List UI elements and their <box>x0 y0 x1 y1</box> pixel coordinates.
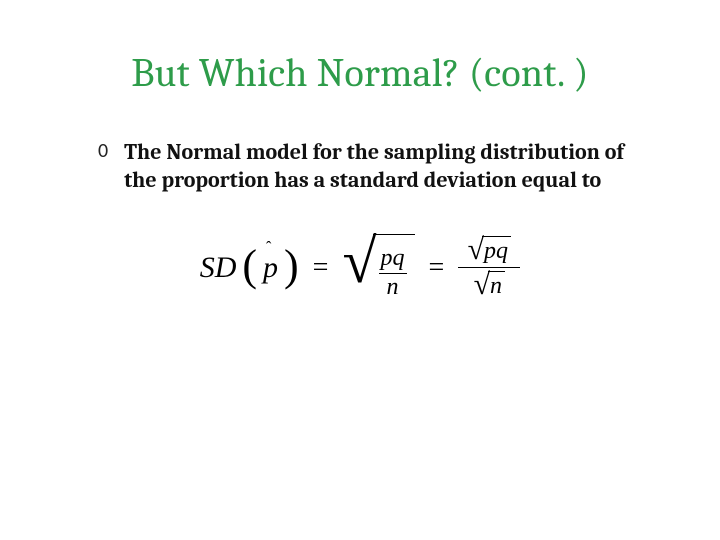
sqrt-n: √ n <box>474 271 505 300</box>
open-paren-icon: ( <box>242 248 257 283</box>
equals-sign-2: = <box>429 252 445 284</box>
radicand: pq n <box>373 234 415 301</box>
radical-icon: √ <box>468 238 484 267</box>
sd-label: SD <box>200 251 237 285</box>
hat-icon: ˆ <box>266 239 271 257</box>
sqrt-pq: √ pq <box>468 236 511 265</box>
sd-formula: SD ( ˆ p ) = √ pq n = <box>200 234 521 301</box>
bullet-item: 0 The Normal model for the sampling dist… <box>70 138 650 194</box>
close-paren-icon: ) <box>284 248 299 283</box>
radicand-pq: pq <box>482 236 511 265</box>
bullet-marker: 0 <box>98 138 108 164</box>
denominator-n: n <box>379 273 407 300</box>
denominator-sqrt-n: √ n <box>458 267 520 300</box>
radical-icon: √ <box>342 240 376 307</box>
equals-sign: = <box>313 252 329 284</box>
fraction-sqrtpq-sqrtn: √ pq √ n <box>458 236 520 300</box>
slide: But Which Normal? (cont. ) 0 The Normal … <box>0 0 720 540</box>
numerator-sqrt-pq: √ pq <box>468 236 511 267</box>
radicand-n: n <box>488 271 505 300</box>
p-hat-symbol: ˆ p <box>263 251 278 285</box>
bullet-text: The Normal model for the sampling distri… <box>124 138 630 194</box>
sqrt-pq-over-n: √ pq n <box>342 234 414 301</box>
radical-icon: √ <box>474 273 490 302</box>
numerator-pq: pq <box>377 246 409 272</box>
fraction-pq-n: pq n <box>377 246 409 299</box>
formula-container: SD ( ˆ p ) = √ pq n = <box>70 234 650 301</box>
slide-title: But Which Normal? (cont. ) <box>70 50 650 96</box>
